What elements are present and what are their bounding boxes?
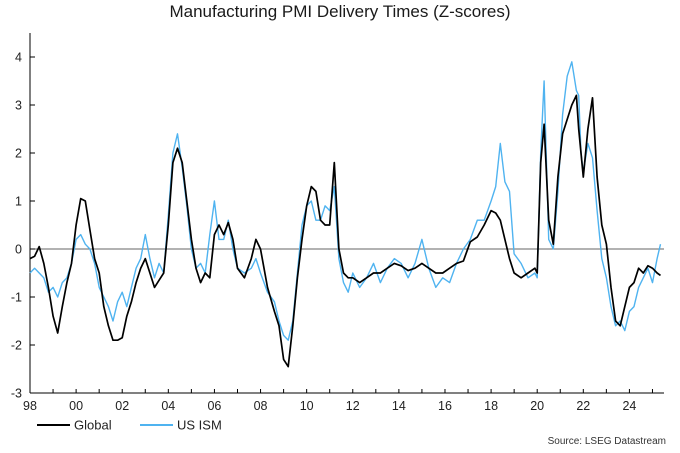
chart-title: Manufacturing PMI Delivery Times (Z-scor… [169,2,511,21]
x-tick-label: 10 [300,399,314,413]
y-tick-label: 4 [15,51,22,65]
x-tick-label: 98 [23,399,37,413]
series-line-us-ism [29,61,662,341]
x-tick-label: 24 [622,399,636,413]
series-layer [29,61,662,368]
y-tick-label: 2 [15,147,22,161]
y-tick-label: 3 [15,99,22,113]
x-tick-label: 06 [207,399,221,413]
x-tick-label: 04 [161,399,175,413]
legend-label: Global [74,418,112,433]
y-tick-label: -2 [11,339,22,353]
x-tick-label: 16 [438,399,452,413]
y-tick-label: 1 [15,195,22,209]
x-tick-label: 22 [576,399,590,413]
x-tick-label: 12 [346,399,360,413]
y-tick-label: 0 [15,243,22,257]
y-tick-label: -3 [11,387,22,401]
x-tick-label: 00 [69,399,83,413]
x-tick-label: 14 [392,399,406,413]
legend-label: US ISM [177,418,222,433]
x-tick-label: 02 [115,399,129,413]
series-line-global [29,94,661,368]
legend: Global US ISM [37,418,222,433]
y-tick-label: -1 [11,291,22,305]
x-tick-label: 18 [484,399,498,413]
source-note: Source: LSEG Datastream [547,436,666,447]
x-tick-label: 08 [254,399,268,413]
x-tick-label: 20 [530,399,544,413]
